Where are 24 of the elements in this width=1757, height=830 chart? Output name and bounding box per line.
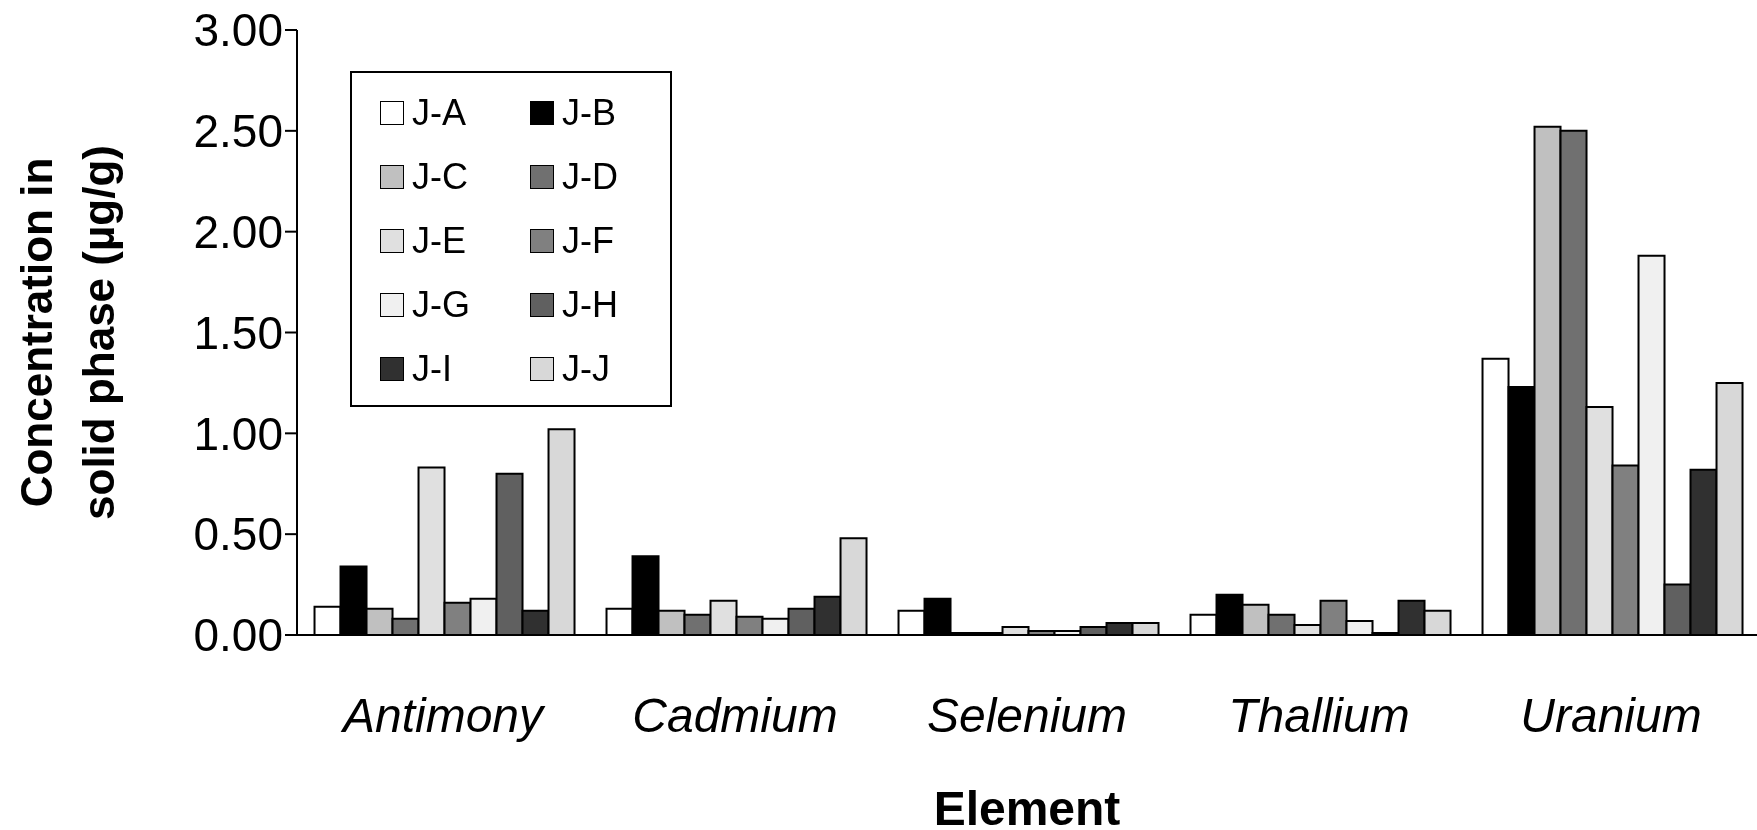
- y-tick-label: 0.50: [193, 508, 283, 561]
- x-tick-label: Antimony: [339, 689, 547, 742]
- legend-label: J-I: [412, 348, 452, 390]
- legend-label: J-F: [562, 220, 614, 262]
- x-tick-label: Uranium: [1520, 689, 1702, 742]
- legend-label: J-C: [412, 156, 468, 198]
- y-axis-title: Concentration in solid phase (µg/g): [12, 145, 123, 520]
- legend-label: J-G: [412, 284, 470, 326]
- legend-label: J-B: [562, 92, 616, 134]
- y-tick-label: 3.00: [193, 4, 283, 57]
- y-tick-label: 1.50: [193, 306, 283, 359]
- x-tick-label: Cadmium: [632, 689, 838, 742]
- legend-label: J-H: [562, 284, 618, 326]
- legend-label: J-A: [412, 92, 466, 134]
- legend-label: J-D: [562, 156, 618, 198]
- x-axis-title: Element: [933, 782, 1121, 830]
- x-tick-label: Thallium: [1228, 689, 1410, 742]
- legend-label: J-J: [562, 348, 610, 390]
- y-tick-label: 2.50: [193, 105, 283, 158]
- y-tick-label: 0.00: [193, 609, 283, 662]
- y-tick-label: 2.00: [193, 206, 283, 258]
- legend-label: J-E: [412, 220, 466, 262]
- x-tick-label: Selenium: [926, 689, 1128, 742]
- y-tick-label: 1.00: [193, 407, 283, 460]
